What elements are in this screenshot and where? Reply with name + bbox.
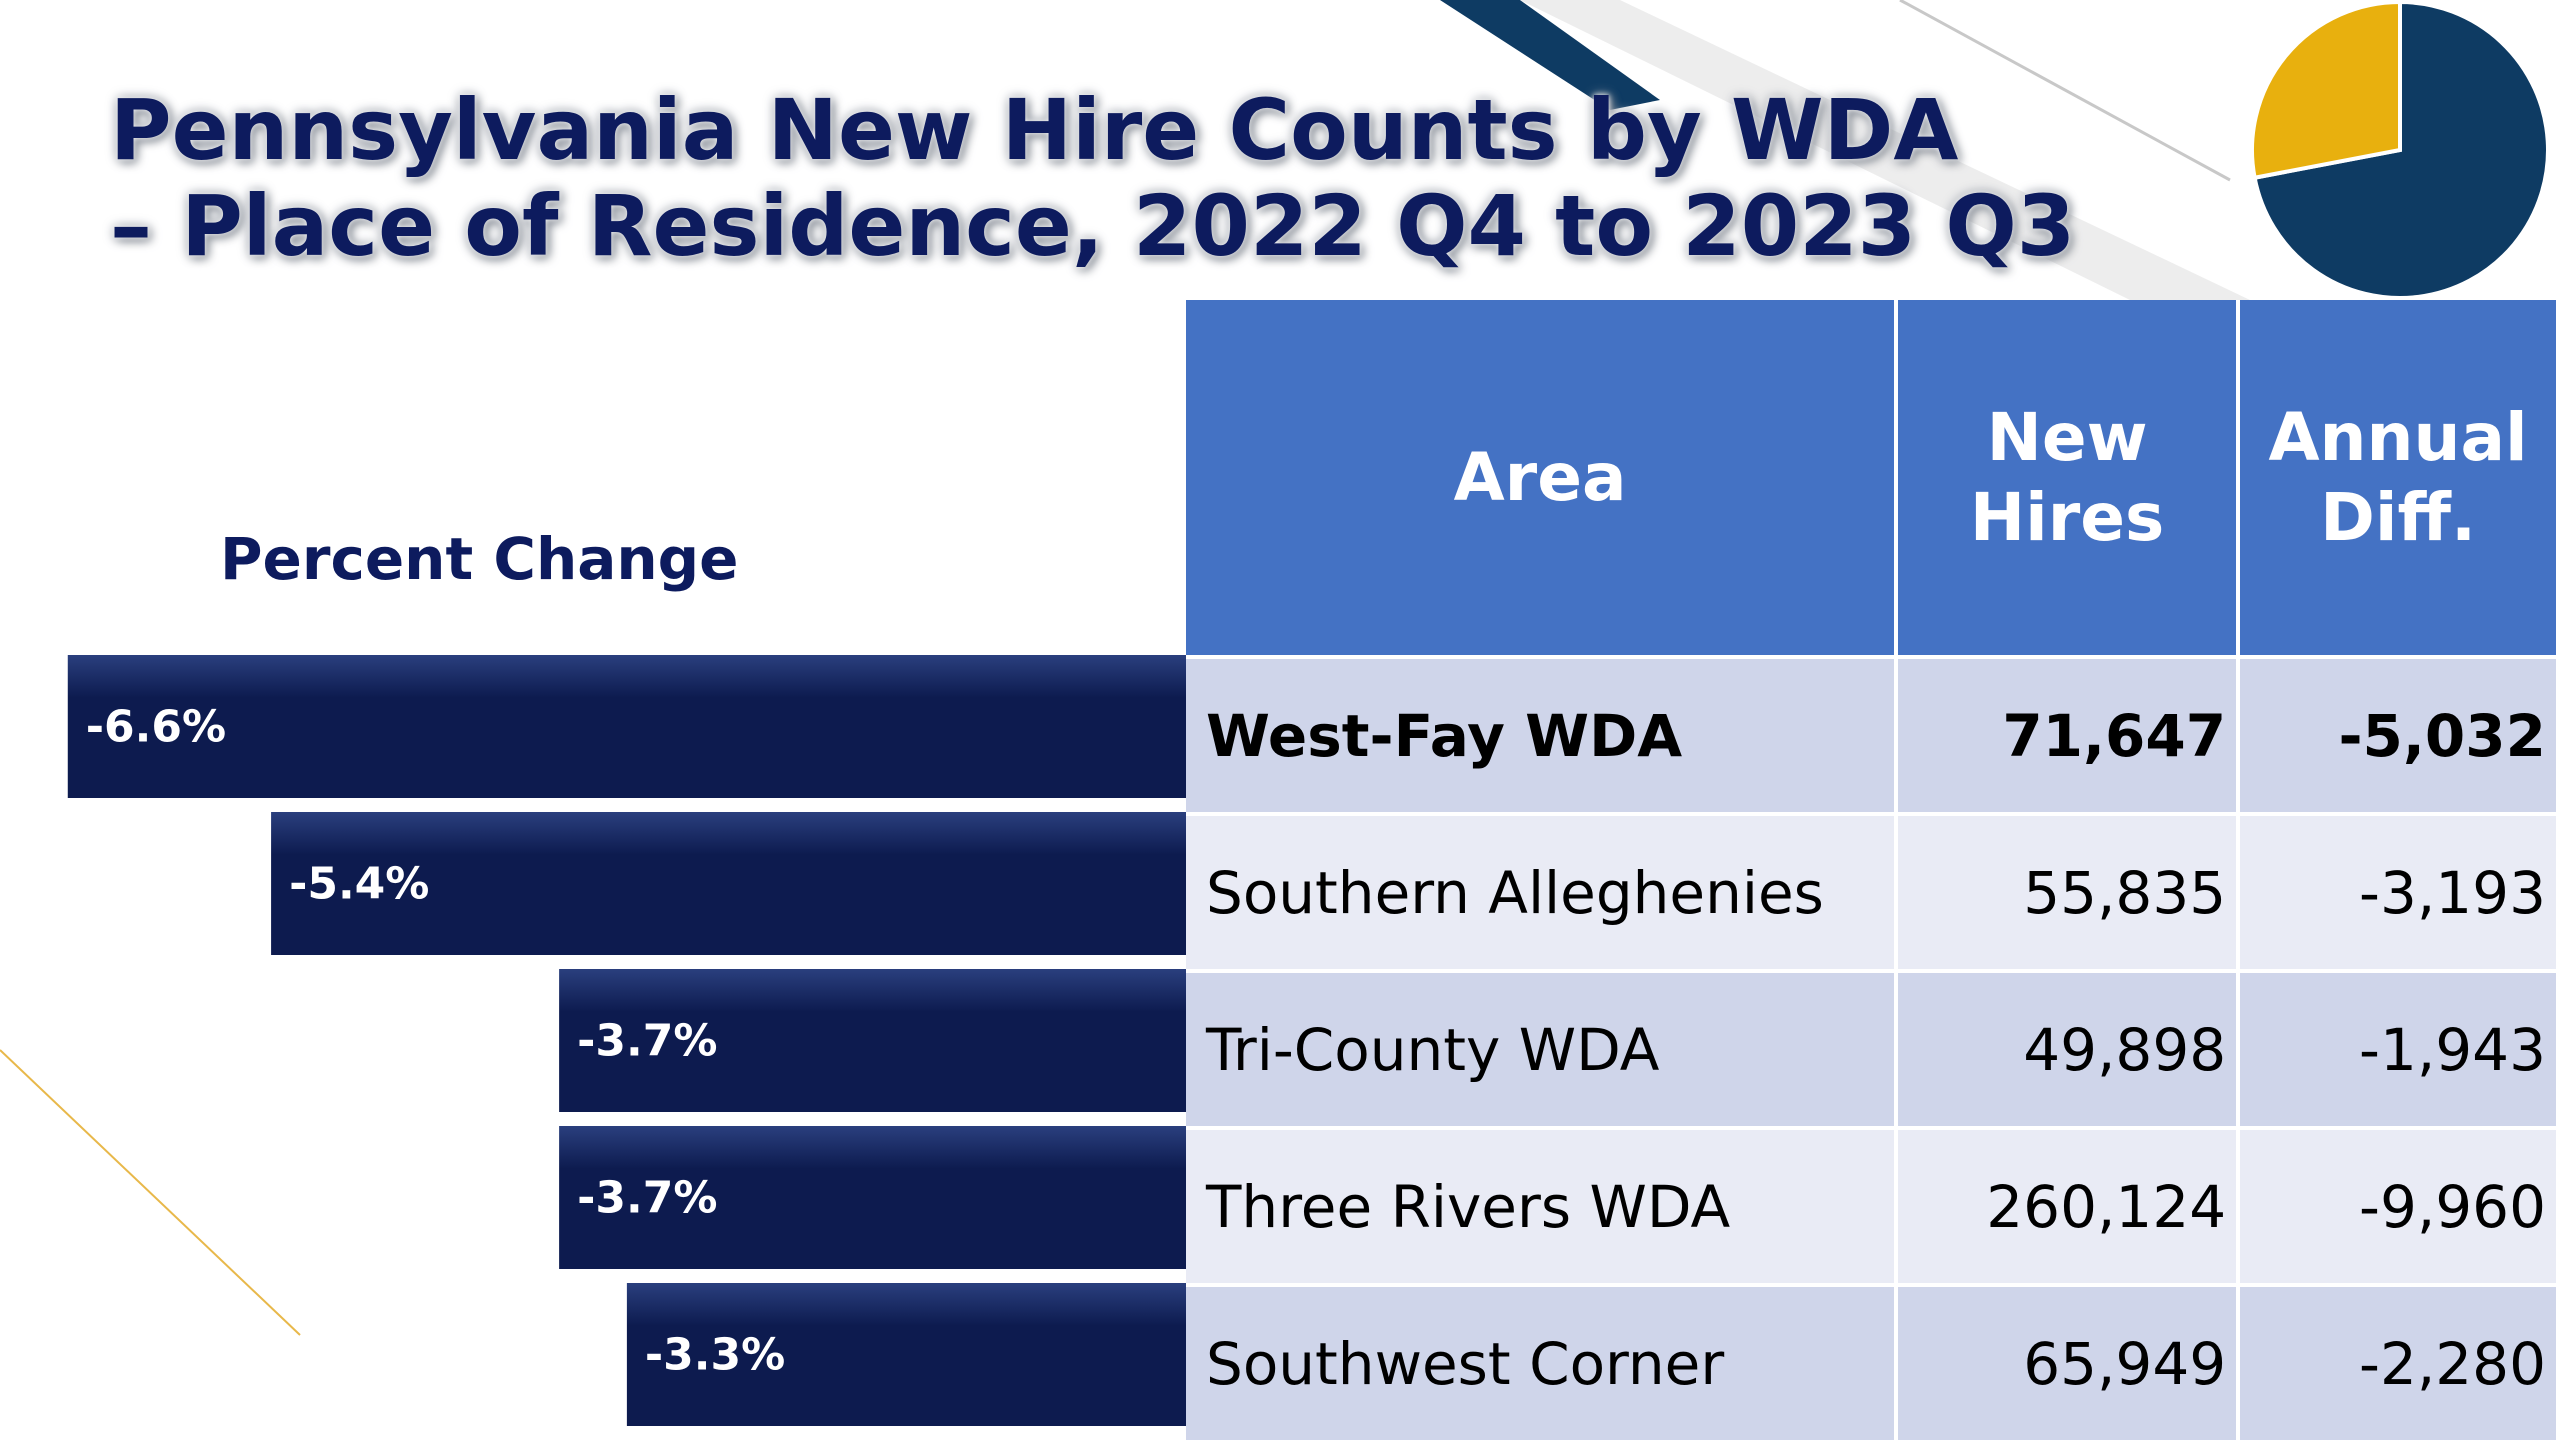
column-header-annual-diff-line-1: Annual xyxy=(2268,398,2528,476)
annual-diff-cell: -3,193 xyxy=(2238,814,2560,973)
table-row: West-Fay WDA 71,647 -5,032 xyxy=(1186,657,2560,816)
bar-value-label: -6.6% xyxy=(86,702,226,753)
new-hires-cell: 260,124 xyxy=(1896,1128,2241,1287)
gold-accent-line xyxy=(0,1049,301,1336)
bar-value-label: -5.4% xyxy=(289,859,429,910)
gray-diagonal-band xyxy=(1520,0,2250,300)
column-header-annual-diff: Annual Diff. xyxy=(2238,300,2560,659)
annual-diff-cell: -2,280 xyxy=(2238,1285,2560,1440)
column-header-area: Area xyxy=(1186,300,1899,659)
percent-change-bar-chart: -6.6% -5.4% -3.7% -3.7% -3.3% xyxy=(67,655,1186,1426)
new-hires-cell: 71,647 xyxy=(1896,657,2241,816)
annual-diff-cell: -5,032 xyxy=(2238,657,2560,816)
area-cell: Southern Alleghenies xyxy=(1186,814,1899,973)
column-header-new-hires: New Hires xyxy=(1896,300,2241,659)
table-row: Three Rivers WDA 260,124 -9,960 xyxy=(1186,1128,2560,1287)
pie-slice xyxy=(2250,0,2402,181)
column-header-new-hires-line-1: New xyxy=(1986,398,2148,476)
bar xyxy=(626,1283,1186,1426)
column-header-new-hires-line-2: Hires xyxy=(1969,478,2165,556)
slide-title: Pennsylvania New Hire Counts by WDA – Pl… xyxy=(110,82,2090,274)
area-cell: Tri-County WDA xyxy=(1186,971,1899,1130)
new-hires-cell: 55,835 xyxy=(1896,814,2241,973)
bar xyxy=(67,655,1186,798)
table-row: Southwest Corner 65,949 -2,280 xyxy=(1186,1285,2560,1440)
area-cell: Southwest Corner xyxy=(1186,1285,1899,1440)
annual-diff-cell: -9,960 xyxy=(2238,1128,2560,1287)
bar xyxy=(559,969,1186,1112)
column-header-area-label: Area xyxy=(1453,438,1627,516)
annual-diff-cell: -1,943 xyxy=(2238,971,2560,1130)
slide-title-line-1: Pennsylvania New Hire Counts by WDA xyxy=(110,81,1959,179)
new-hires-cell: 49,898 xyxy=(1896,971,2241,1130)
bar xyxy=(559,1126,1186,1269)
table-row: Southern Alleghenies 55,835 -3,193 xyxy=(1186,814,2560,973)
percent-change-heading: Percent Change xyxy=(220,525,739,593)
gray-diagonal-line xyxy=(1899,0,2231,182)
slide-title-line-2: – Place of Residence, 2022 Q4 to 2023 Q3 xyxy=(110,177,2076,275)
table-row: Tri-County WDA 49,898 -1,943 xyxy=(1186,971,2560,1130)
column-header-annual-diff-line-2: Diff. xyxy=(2320,478,2477,556)
pie-chart xyxy=(2250,0,2550,300)
area-cell: West-Fay WDA xyxy=(1186,657,1899,816)
area-cell: Three Rivers WDA xyxy=(1186,1128,1899,1287)
new-hires-table: Area New Hires Annual Diff. West-Fay WDA… xyxy=(1186,300,2560,1440)
bar xyxy=(271,812,1186,955)
bar-value-label: -3.7% xyxy=(577,1173,717,1224)
bar-value-label: -3.3% xyxy=(645,1330,785,1381)
table-header-row: Area New Hires Annual Diff. xyxy=(1186,300,2560,659)
new-hires-cell: 65,949 xyxy=(1896,1285,2241,1440)
navy-diagonal-stripe xyxy=(1440,0,1660,110)
bar-value-label: -3.7% xyxy=(577,1016,717,1067)
